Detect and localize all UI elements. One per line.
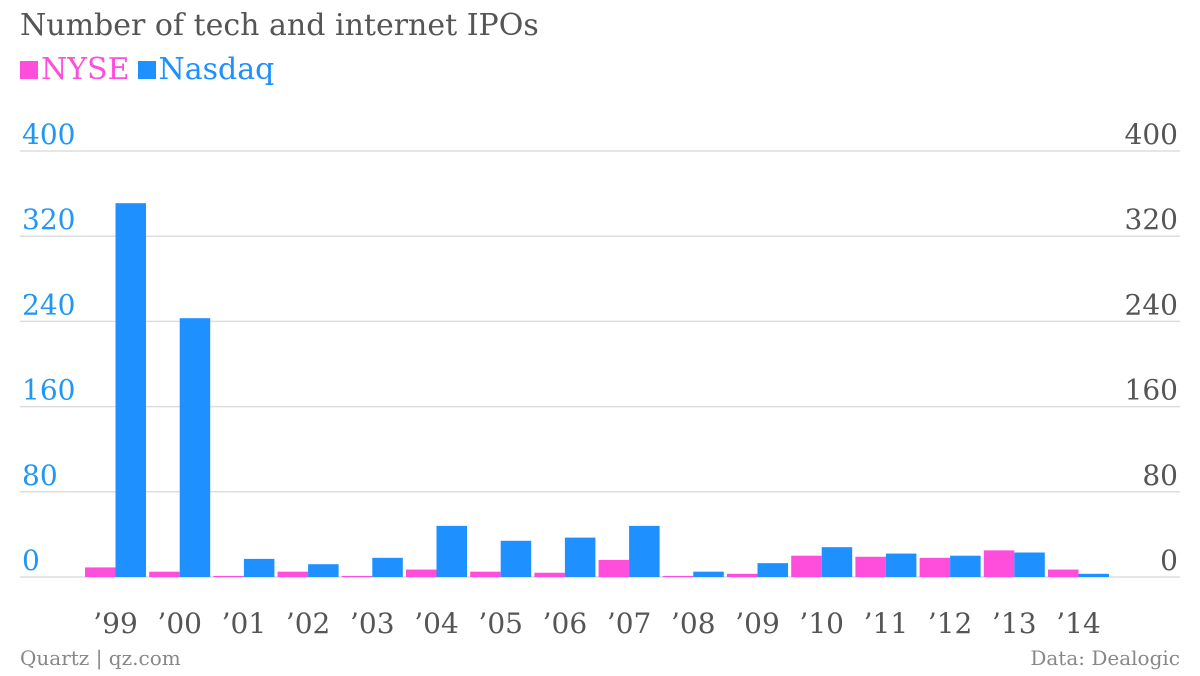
legend: NYSE Nasdaq — [20, 52, 282, 87]
bar-nasdaq-14 — [1014, 552, 1045, 577]
bar-nyse-11 — [791, 555, 822, 577]
bar-nyse-14 — [983, 550, 1015, 577]
x-tick-label: ’99 — [93, 607, 138, 640]
x-tick-label: ’14 — [1056, 607, 1101, 640]
bar-nyse-15 — [1048, 569, 1079, 577]
x-tick-label: ’00 — [157, 607, 202, 640]
bar-nyse-10 — [727, 573, 758, 577]
bar-nasdaq-5 — [436, 525, 467, 577]
x-tick-label: ’09 — [735, 607, 780, 640]
x-tick-label: ’10 — [799, 607, 844, 640]
legend-item-nyse: NYSE — [20, 52, 130, 87]
x-tick-label: ’11 — [864, 607, 909, 640]
bar-nasdaq-4 — [372, 557, 403, 577]
x-tick-label: ’01 — [222, 607, 267, 640]
bar-nasdaq-7 — [564, 537, 596, 577]
bar-nyse-5 — [406, 569, 437, 577]
y-tick-label-left: 240 — [22, 288, 75, 321]
bar-nyse-7 — [534, 572, 565, 577]
bar-nasdaq-15 — [1078, 573, 1109, 577]
x-tick-label: ’08 — [671, 607, 716, 640]
bar-nasdaq-8 — [629, 525, 660, 577]
bar-nasdaq-2 — [243, 558, 275, 577]
x-tick-label: ’04 — [414, 607, 459, 640]
bar-nasdaq-9 — [693, 571, 724, 577]
y-tick-label-left: 400 — [22, 118, 75, 151]
bar-nasdaq-3 — [308, 564, 339, 577]
legend-item-nasdaq: Nasdaq — [137, 52, 275, 87]
y-tick-label-left: 0 — [22, 544, 40, 577]
bar-nyse-9 — [662, 575, 694, 577]
bar-nasdaq-11 — [821, 547, 853, 577]
bar-nasdaq-0 — [115, 203, 146, 577]
bar-nyse-13 — [919, 557, 951, 577]
bar-nyse-0 — [85, 567, 116, 577]
data-source: Data: Dealogic — [1030, 646, 1180, 670]
bar-nasdaq-1 — [179, 318, 211, 577]
x-tick-label: ’07 — [607, 607, 652, 640]
chart-title: Number of tech and internet IPOs — [20, 8, 539, 43]
nasdaq-legend-label: Nasdaq — [158, 52, 275, 87]
y-tick-label-right: 80 — [1142, 459, 1178, 492]
y-tick-label-right: 0 — [1160, 544, 1178, 577]
bar-nyse-1 — [149, 571, 180, 577]
bar-nyse-8 — [598, 559, 630, 577]
x-tick-label: ’05 — [478, 607, 523, 640]
y-tick-label-right: 160 — [1125, 374, 1178, 407]
y-tick-label-left: 80 — [22, 459, 58, 492]
bar-nyse-6 — [470, 571, 501, 577]
x-tick-label: ’06 — [543, 607, 588, 640]
nyse-legend-swatch — [20, 60, 38, 79]
bar-nyse-3 — [277, 571, 309, 577]
y-tick-label-right: 400 — [1125, 118, 1178, 151]
bar-nyse-4 — [341, 575, 373, 577]
x-tick-label: ’03 — [350, 607, 395, 640]
bar-nasdaq-13 — [950, 555, 981, 577]
x-tick-label: ’02 — [286, 607, 331, 640]
source-credit: Quartz | qz.com — [20, 646, 181, 670]
nasdaq-legend-swatch — [137, 60, 156, 79]
y-tick-label-left: 320 — [22, 203, 75, 236]
bar-nyse-12 — [855, 556, 886, 577]
bar-nasdaq-12 — [885, 553, 917, 577]
x-tick-label: ’12 — [928, 607, 973, 640]
bar-nyse-2 — [213, 575, 244, 577]
nyse-legend-label: NYSE — [41, 52, 130, 87]
bar-nasdaq-10 — [757, 563, 788, 577]
y-tick-label-left: 160 — [22, 374, 75, 407]
y-tick-label-right: 320 — [1125, 203, 1178, 236]
bar-nasdaq-6 — [500, 540, 532, 577]
x-tick-label: ’13 — [992, 607, 1037, 640]
y-tick-label-right: 240 — [1125, 288, 1178, 321]
